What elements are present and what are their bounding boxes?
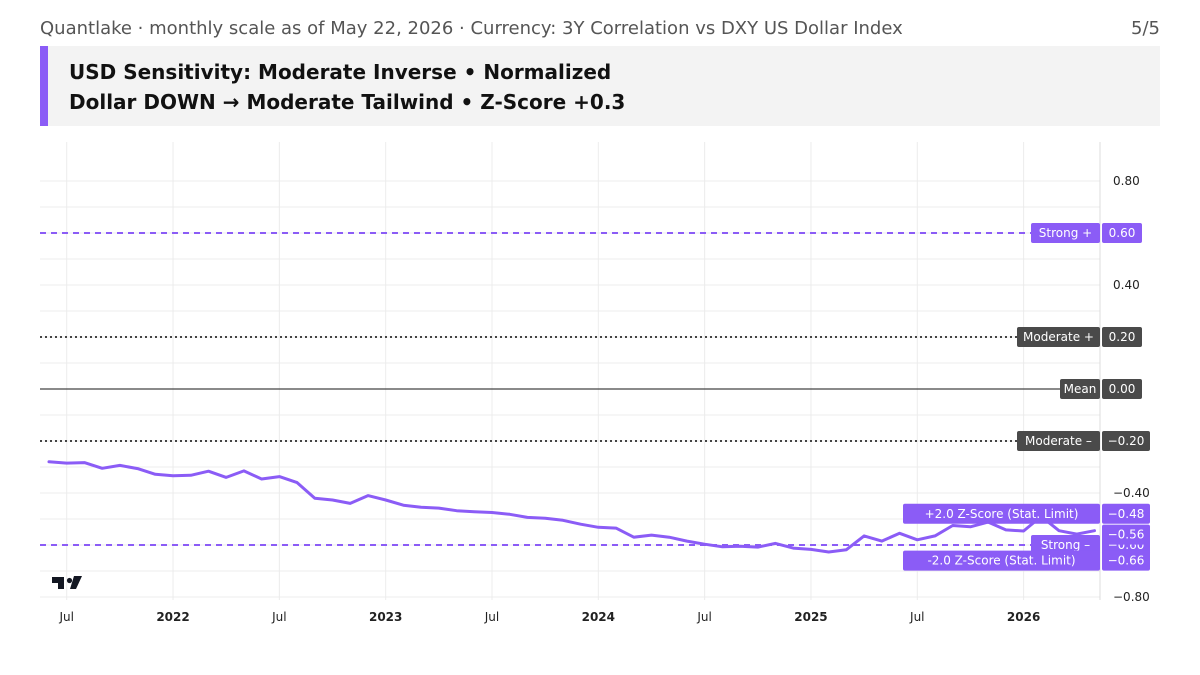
ref-value-tag-bg [1102,379,1142,399]
current-value-tag: −0.56 [1102,524,1150,545]
x-tick-label: 2026 [1007,610,1040,624]
banner-accent-bar [40,46,48,126]
ref-value-tag-text: 0.00 [1109,382,1136,396]
y-tick-label: −0.80 [1113,590,1150,604]
ref-label-tag: Mean [1060,379,1100,399]
series-layer [47,460,1096,554]
x-tick-label: Jul [909,610,924,624]
ref-value-tag-bg [1102,223,1142,243]
ref-label-tag: Strong + [1031,223,1100,243]
y-tick-label: 0.40 [1113,278,1140,292]
ref-label-tag-text: Mean [1064,382,1097,396]
value-tags: Strong + 0.60 Moderate + 0.20 Mean 0.00 Modera… [903,223,1150,571]
ref-value-tag-bg [1102,327,1142,347]
ref-label-tag-text: Strong + [1039,226,1092,240]
ref-value-tag: −0.20 [1102,431,1150,451]
x-tick-label: Jul [484,610,499,624]
x-tick-label: 2024 [582,610,615,624]
ref-label-tag-bg [1017,327,1100,347]
ref-value-tag: 0.60 [1102,223,1142,243]
stat-limit-value-tag-bg [1102,550,1150,571]
ref-value-tag-bg [1102,431,1150,451]
x-tick-label: 2025 [794,610,827,624]
ref-value-tag: 0.20 [1102,327,1142,347]
current-value-tag-bg [1102,524,1150,545]
ref-label-tag: Moderate + [1017,327,1100,347]
stat-limit-value-tag-text: −0.48 [1108,507,1145,521]
banner-outlook-line: Dollar DOWN → Moderate Tailwind • Z-Scor… [69,90,626,114]
current-value-tag-text: −0.56 [1108,528,1145,542]
x-axis: Jul 2022 Jul 2023 Jul 2024 Jul 2025 Jul 2026 [58,610,1040,624]
ref-value-tag-text: −0.20 [1108,434,1145,448]
ref-label-tag-bg [1031,535,1100,555]
ref-value-tag-text: 0.60 [1109,226,1136,240]
ref-label-tag-bg [1017,431,1100,451]
ref-label-tag: Moderate – [1017,431,1100,451]
ref-label-tag-text: Moderate – [1025,434,1092,448]
ref-label-tag-bg [1060,379,1100,399]
chart-header-title: Quantlake · monthly scale as of May 22, … [40,18,903,39]
y-axis: 0.80 0.40 −0.40 −0.80 [1113,174,1150,604]
x-tick-label: Jul [696,610,711,624]
correlation-line [47,460,1096,554]
y-tick-label: 0.80 [1113,174,1140,188]
ref-label-tag-text: Moderate + [1023,330,1094,344]
stat-limit-value-tag: −0.66 [1102,550,1150,571]
sensitivity-banner: USD Sensitivity: Moderate Inverse • Norm… [40,46,1160,126]
ref-value-tag: 0.00 [1102,379,1142,399]
ref-label-tag: Strong – [1031,535,1100,555]
stat-limit-label-tag-text: +2.0 Z-Score (Stat. Limit) [925,507,1079,521]
stat-limit-value-tag: −0.48 [1102,503,1150,524]
x-tick-label: 2022 [156,610,189,624]
ref-label-tag-bg [1031,223,1100,243]
tradingview-logo-icon[interactable] [52,576,82,589]
stat-limit-value-tag-bg [1102,503,1150,524]
ref-label-tag-text: Strong – [1041,538,1090,552]
stat-limit-label-tag-bg [903,503,1100,524]
banner-sensitivity-line: USD Sensitivity: Moderate Inverse • Norm… [69,60,612,84]
stat-limit-label-tag: +2.0 Z-Score (Stat. Limit) [903,503,1100,524]
stat-limit-label-tag-bg [903,550,1100,571]
x-tick-label: Jul [271,610,286,624]
ref-value-tag-text: 0.20 [1109,330,1136,344]
x-tick-label: 2023 [369,610,402,624]
x-tick-label: Jul [58,610,73,624]
stat-limit-label-tag: -2.0 Z-Score (Stat. Limit) [903,550,1100,571]
chart-header: Quantlake · monthly scale as of May 22, … [40,18,1160,44]
page-counter: 5/5 [1131,18,1160,39]
y-tick-label: −0.40 [1113,486,1150,500]
stat-limit-value-tag-text: −0.66 [1108,554,1145,568]
stat-limit-label-tag-text: -2.0 Z-Score (Stat. Limit) [927,554,1075,568]
reference-lines [40,232,1100,546]
